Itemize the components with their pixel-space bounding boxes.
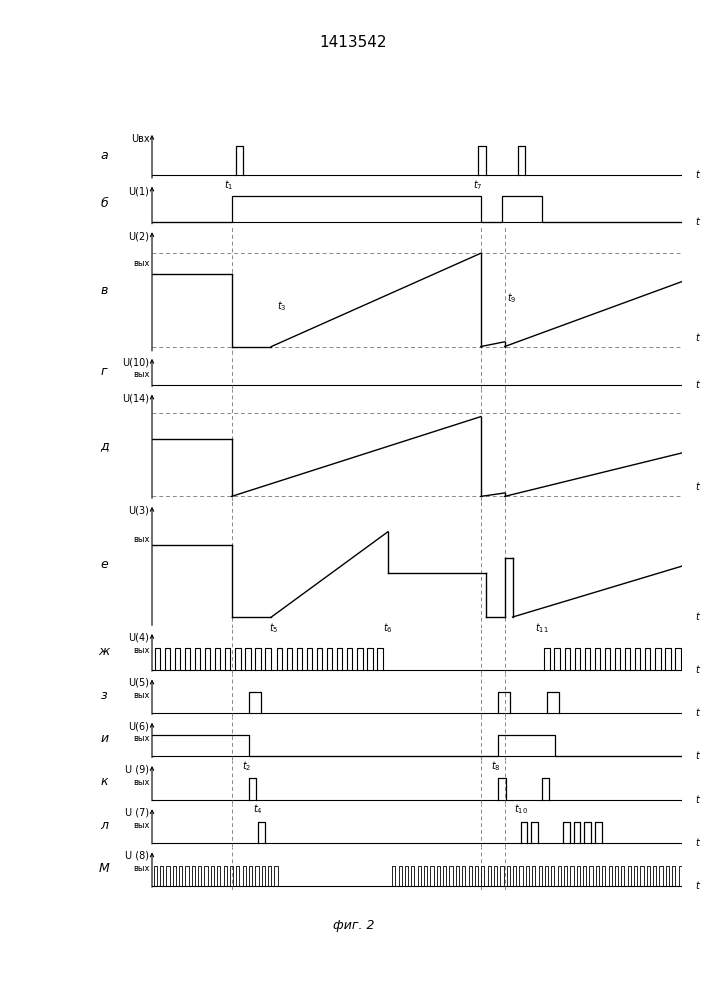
Text: вых: вых bbox=[133, 821, 149, 830]
Text: t: t bbox=[696, 751, 699, 761]
Text: а: а bbox=[100, 149, 108, 162]
Text: U (7): U (7) bbox=[125, 808, 149, 818]
Text: t: t bbox=[696, 380, 699, 390]
Text: $t_4$: $t_4$ bbox=[253, 802, 263, 816]
Text: $t_8$: $t_8$ bbox=[491, 759, 501, 773]
Text: U(6): U(6) bbox=[129, 721, 149, 731]
Text: t: t bbox=[696, 665, 699, 675]
Text: Uвх: Uвх bbox=[131, 134, 149, 144]
Text: б: б bbox=[100, 197, 108, 210]
Text: $t_2$: $t_2$ bbox=[242, 759, 251, 773]
Text: д: д bbox=[100, 439, 109, 452]
Text: U (8): U (8) bbox=[125, 851, 149, 861]
Text: ж: ж bbox=[99, 645, 110, 658]
Text: в: в bbox=[100, 284, 108, 297]
Text: фиг. 2: фиг. 2 bbox=[333, 919, 374, 932]
Text: t: t bbox=[696, 217, 699, 227]
Text: вых: вых bbox=[133, 259, 149, 268]
Text: $t_5$: $t_5$ bbox=[269, 621, 279, 635]
Text: вых: вых bbox=[133, 734, 149, 743]
Text: $t_{10}$: $t_{10}$ bbox=[513, 802, 527, 816]
Text: U(4): U(4) bbox=[129, 632, 149, 642]
Text: U(5): U(5) bbox=[129, 678, 149, 688]
Text: t: t bbox=[696, 612, 699, 622]
Text: t: t bbox=[696, 881, 699, 891]
Text: $t_6$: $t_6$ bbox=[383, 621, 393, 635]
Text: вых: вых bbox=[133, 370, 149, 379]
Text: вых: вых bbox=[133, 778, 149, 787]
Text: U(10): U(10) bbox=[122, 358, 149, 368]
Text: $t_9$: $t_9$ bbox=[508, 291, 517, 305]
Text: t: t bbox=[696, 838, 699, 848]
Text: $t_3$: $t_3$ bbox=[276, 300, 286, 313]
Text: t: t bbox=[696, 482, 699, 492]
Text: U(1): U(1) bbox=[129, 186, 149, 196]
Text: t: t bbox=[696, 708, 699, 718]
Text: U(14): U(14) bbox=[122, 393, 149, 403]
Text: г: г bbox=[101, 365, 107, 378]
Text: 1413542: 1413542 bbox=[320, 35, 387, 50]
Text: М: М bbox=[99, 862, 110, 875]
Text: $t_7$: $t_7$ bbox=[473, 179, 483, 192]
Text: t: t bbox=[696, 170, 699, 180]
Text: $t_1$: $t_1$ bbox=[224, 179, 233, 192]
Text: t: t bbox=[696, 795, 699, 805]
Text: л: л bbox=[100, 819, 108, 832]
Text: t: t bbox=[696, 333, 699, 343]
Text: $t_{11}$: $t_{11}$ bbox=[535, 621, 549, 635]
Text: U(3): U(3) bbox=[129, 506, 149, 516]
Text: з: з bbox=[101, 689, 107, 702]
Text: е: е bbox=[100, 558, 108, 571]
Text: U(2): U(2) bbox=[129, 231, 149, 241]
Text: вых: вых bbox=[133, 646, 149, 655]
Text: вых: вых bbox=[133, 691, 149, 700]
Text: к: к bbox=[100, 775, 108, 788]
Text: вых: вых bbox=[133, 864, 149, 873]
Text: U (9): U (9) bbox=[125, 764, 149, 774]
Text: вых: вых bbox=[133, 535, 149, 544]
Text: и: и bbox=[100, 732, 108, 745]
